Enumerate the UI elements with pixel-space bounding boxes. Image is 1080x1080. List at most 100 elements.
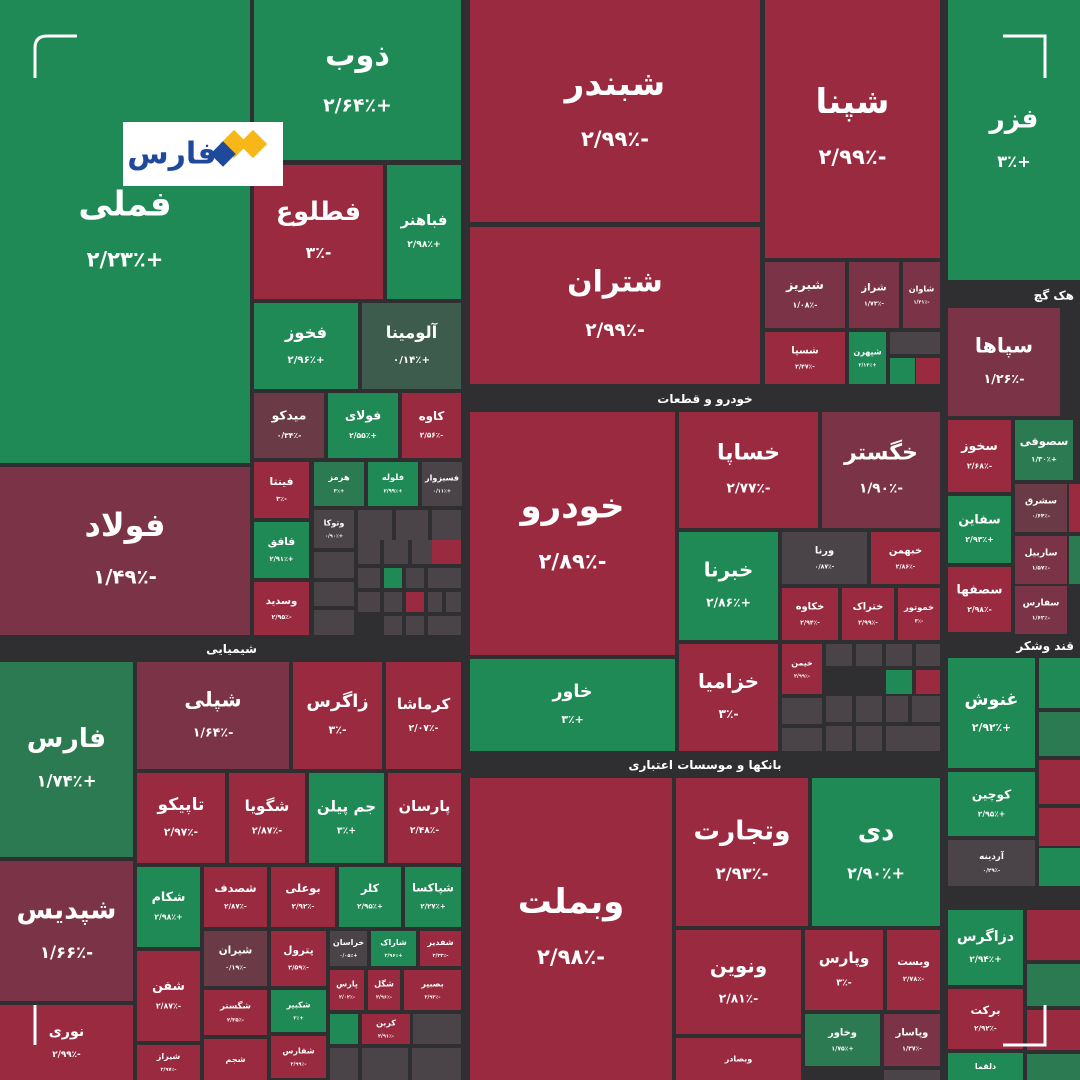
tile bbox=[1015, 420, 1073, 480]
filler-tile bbox=[1027, 964, 1080, 1006]
sector-label: خودرو و قطعات bbox=[657, 392, 752, 407]
tile-change: +۳٪ bbox=[997, 152, 1031, 171]
tile-change: -۲/۹۵٪ bbox=[271, 614, 292, 621]
filler-tile bbox=[406, 568, 424, 588]
tile-change: +۱/۳۰٪ bbox=[1031, 455, 1057, 464]
filler-tile bbox=[428, 616, 461, 635]
tile-change: +۲/۹۲٪ bbox=[972, 721, 1011, 734]
tile-change: +۲/۱۴٪ bbox=[858, 362, 876, 368]
tile-name: شبندر bbox=[563, 64, 665, 104]
tile-change: +۱/۷۴٪ bbox=[36, 772, 96, 791]
filler-tile bbox=[890, 332, 940, 354]
tile-change: -۱/۰۸٪ bbox=[792, 301, 817, 310]
tile bbox=[0, 467, 250, 635]
tile-name: زاگرس bbox=[306, 690, 368, 712]
tile-change: +۰/۱۴٪ bbox=[393, 355, 430, 366]
tile-change: -۰/۲۹٪ bbox=[983, 868, 1000, 874]
tile-name: کلر bbox=[360, 881, 380, 895]
tile-name: سشرق bbox=[1025, 497, 1057, 507]
tile bbox=[679, 412, 818, 528]
tile-name: پترول bbox=[283, 945, 313, 957]
tile bbox=[871, 532, 940, 584]
tile bbox=[948, 567, 1011, 632]
filler-tile bbox=[314, 610, 354, 635]
tile bbox=[314, 462, 364, 506]
tile-change: +۲/۹۸٪ bbox=[154, 913, 182, 922]
tile bbox=[948, 840, 1035, 886]
tile-name: وپاسار bbox=[895, 1028, 929, 1039]
filler-tile bbox=[384, 616, 402, 635]
tile bbox=[470, 659, 675, 751]
tile-change: -۳٪ bbox=[718, 707, 738, 721]
tile-name: خساپا bbox=[717, 440, 780, 465]
tile-name: شجم bbox=[226, 1055, 246, 1064]
tile-name: خراسان bbox=[333, 938, 364, 947]
tile-change: +۲/۲۷٪ bbox=[420, 903, 445, 911]
tile-name: شگستر bbox=[219, 1001, 251, 1012]
filler-tile bbox=[330, 1014, 358, 1044]
tile-name: جم پیلن bbox=[317, 797, 376, 816]
tile bbox=[137, 773, 225, 863]
tile-name: غنوش bbox=[965, 690, 1019, 710]
corner-bracket bbox=[33, 34, 77, 78]
tile-change: +۰/۹۰٪ bbox=[325, 533, 343, 539]
tile-name: ونوین bbox=[710, 955, 767, 978]
tile-change: +۲/۹۶٪ bbox=[384, 953, 402, 959]
tile-name: پارس bbox=[336, 980, 358, 990]
tile-change: -۳٪ bbox=[306, 243, 332, 262]
tile-change: -۲/۹۹٪ bbox=[291, 1061, 307, 1067]
tile-name: شاراک bbox=[380, 938, 407, 947]
tile-name: فخوز bbox=[284, 323, 327, 342]
tile bbox=[137, 662, 289, 769]
tile-name: فولای bbox=[345, 409, 381, 423]
tile bbox=[271, 867, 335, 927]
tile-name: تاپیکو bbox=[157, 795, 205, 815]
tile bbox=[948, 308, 1060, 416]
sector-label: بانکها و موسسات اعتباری bbox=[629, 758, 782, 773]
tile-change: -۰/۸۷٪ bbox=[815, 563, 835, 570]
tile bbox=[948, 496, 1011, 563]
filler-tile bbox=[446, 592, 461, 612]
tile bbox=[137, 1045, 200, 1080]
tile-change: -۲/۹۴٪ bbox=[800, 619, 820, 626]
filler-tile bbox=[384, 540, 408, 564]
tile-change: -۱/۶۶٪ bbox=[40, 943, 93, 962]
tile-change: -۲/۳۳٪ bbox=[433, 953, 449, 959]
tile-change: -۱/۳۷٪ bbox=[902, 1045, 922, 1052]
tile-change: +۲/۹۰٪ bbox=[847, 863, 905, 882]
tile-name: سفاین bbox=[958, 512, 1000, 527]
tile-change: -۲/۹۹٪ bbox=[794, 673, 810, 679]
filler-tile bbox=[1027, 1054, 1080, 1080]
tile bbox=[948, 420, 1011, 492]
tile-change: -۲/۸۷٪ bbox=[224, 902, 247, 911]
tile bbox=[271, 990, 326, 1032]
tile bbox=[402, 393, 461, 458]
tile-name: وبملت bbox=[518, 882, 625, 922]
tile-name: شپهرن bbox=[853, 348, 881, 357]
filler-tile bbox=[396, 510, 428, 540]
tile-name: خبهمن bbox=[889, 546, 922, 557]
tile-change: +۲/۹۶٪ bbox=[288, 355, 325, 366]
tile-change: -۲/۹۸٪ bbox=[967, 605, 992, 614]
tile-name: وبست bbox=[897, 956, 930, 968]
filler-tile bbox=[1027, 910, 1080, 960]
tile bbox=[676, 930, 801, 1034]
tile-change: -۰/۱۹٪ bbox=[225, 963, 246, 971]
tile-change: -۲/۹۹٪ bbox=[585, 320, 645, 341]
tile-change: +۳٪ bbox=[561, 713, 583, 726]
tile-change: +۲/۹۵٪ bbox=[357, 902, 383, 911]
tile bbox=[404, 970, 461, 1010]
filler-tile bbox=[358, 568, 380, 588]
filler-tile bbox=[358, 592, 380, 612]
tile-change: -۲/۰۷٪ bbox=[409, 723, 439, 734]
tile-name: شراز bbox=[860, 283, 886, 294]
tile bbox=[204, 867, 267, 927]
tile bbox=[362, 303, 461, 389]
tile-change: +۳٪ bbox=[334, 489, 345, 495]
filler-tile bbox=[406, 592, 424, 612]
filler-tile bbox=[358, 510, 392, 540]
filler-tile bbox=[1039, 712, 1080, 756]
tile-change: -۲/۹۸٪ bbox=[537, 944, 605, 969]
